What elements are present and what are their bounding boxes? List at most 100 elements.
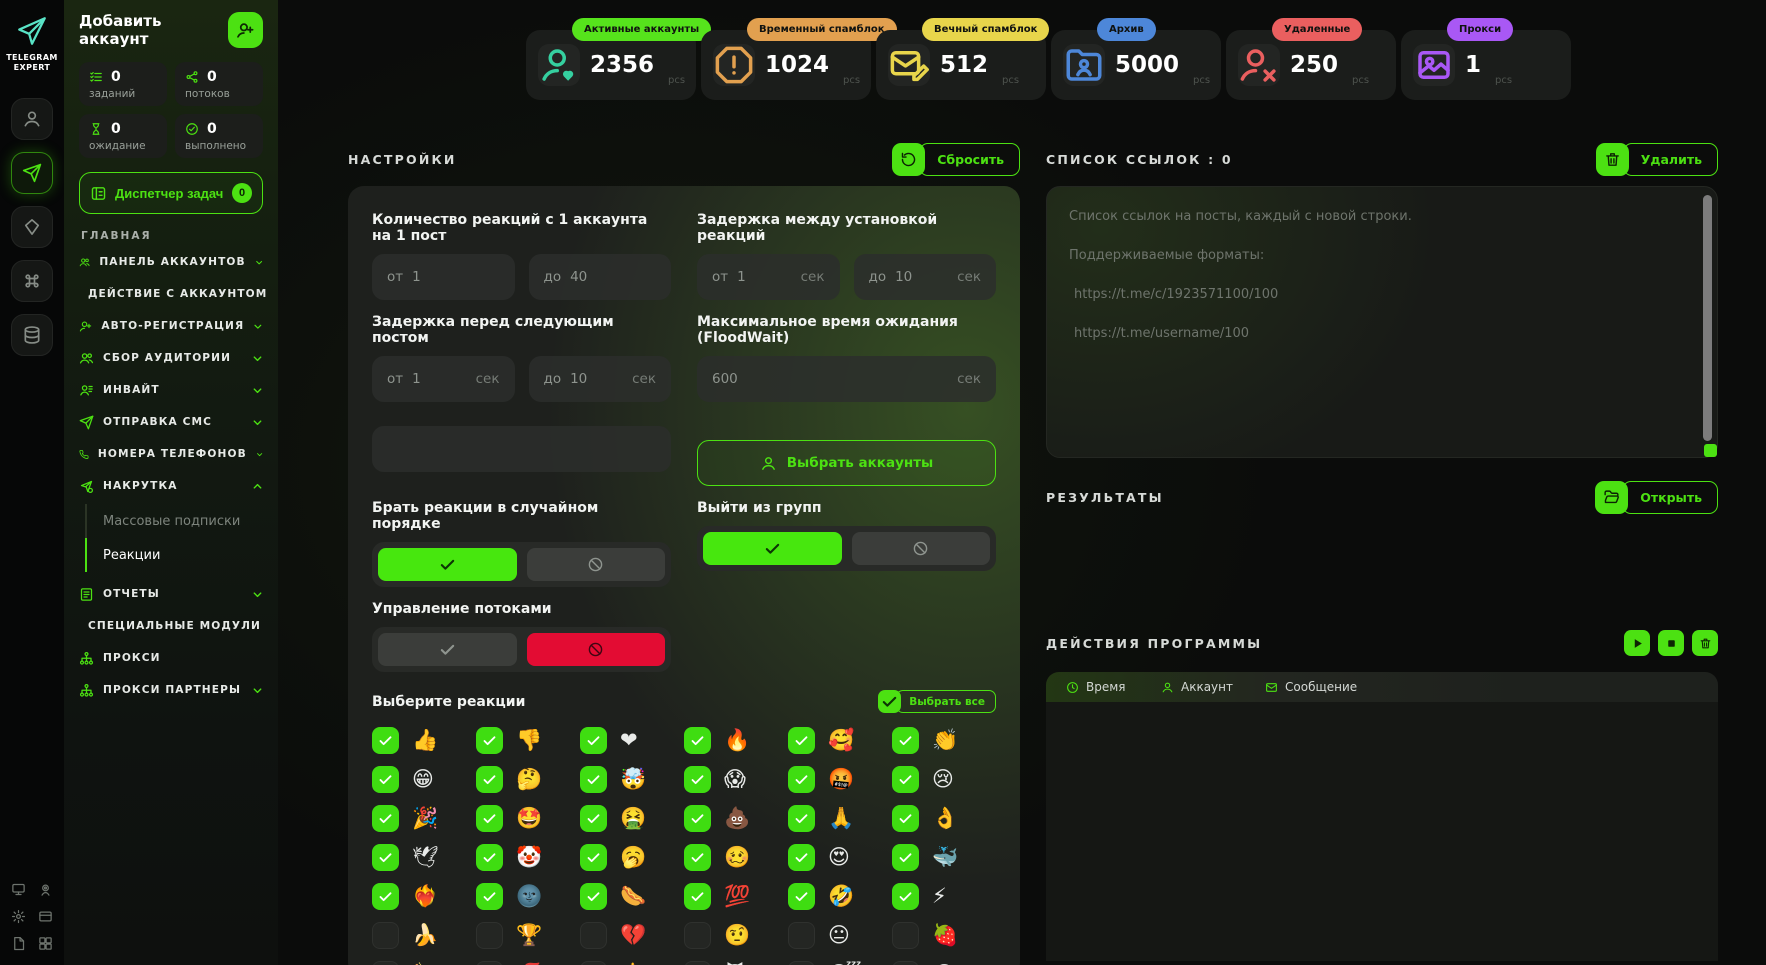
select-accounts-button[interactable]: Выбрать аккаунты [697, 440, 996, 486]
sidebar-subitem-mass-subscriptions[interactable]: Массовые подписки [103, 513, 241, 529]
toggle-yes-button[interactable] [703, 532, 842, 565]
reaction-checkbox[interactable] [788, 844, 815, 871]
reaction-checkbox[interactable] [372, 727, 399, 754]
reaction-checkbox[interactable] [580, 961, 607, 965]
monitor-icon[interactable] [11, 882, 26, 897]
stop-button[interactable] [1658, 630, 1684, 656]
task-manager-button[interactable]: Диспетчер задач 0 [79, 172, 263, 214]
sidebar-item-auto-registration[interactable]: АВТО-РЕГИСТРАЦИЯ [79, 310, 263, 342]
document-icon[interactable] [11, 936, 26, 951]
sidebar-item-special-modules[interactable]: СПЕЦИАЛЬНЫЕ МОДУЛИ [79, 610, 263, 642]
reaction-checkbox[interactable] [684, 961, 711, 965]
start-button[interactable] [1624, 630, 1650, 656]
reaction-checkbox[interactable] [372, 805, 399, 832]
reaction-checkbox[interactable] [476, 805, 503, 832]
toggle-yes-button[interactable] [378, 548, 517, 581]
gear-icon[interactable] [11, 909, 26, 924]
reaction-checkbox[interactable] [788, 961, 815, 965]
reaction-checkbox[interactable] [892, 922, 919, 949]
reaction-checkbox[interactable] [372, 922, 399, 949]
reaction-checkbox[interactable] [580, 805, 607, 832]
reaction-checkbox[interactable] [788, 883, 815, 910]
reaction-checkbox[interactable] [580, 727, 607, 754]
field-input[interactable]: от 1 [372, 254, 515, 300]
reaction-checkbox[interactable] [892, 727, 919, 754]
toggle-no-button[interactable] [851, 532, 990, 565]
reaction-checkbox[interactable] [372, 961, 399, 965]
sidebar-item-phone-numbers[interactable]: НОМЕРА ТЕЛЕФОНОВ [79, 438, 263, 470]
reaction-emoji: 🎉 [412, 806, 439, 830]
toggle-no-button[interactable] [526, 548, 665, 581]
field-input[interactable]: до 40 [528, 254, 671, 300]
rail-button-user[interactable] [11, 97, 53, 140]
reaction-checkbox[interactable] [788, 727, 815, 754]
sidebar-item-proxy-partners[interactable]: ПРОКСИ ПАРТНЕРЫ [79, 674, 263, 706]
field-input[interactable]: 600 сек [697, 356, 996, 402]
reaction-checkbox[interactable] [476, 766, 503, 793]
links-textarea[interactable]: Список ссылок на посты, каждый с новой с… [1046, 186, 1718, 458]
reaction-checkbox[interactable] [580, 883, 607, 910]
sidebar-item-sms-sending[interactable]: ОТПРАВКА СМС [79, 406, 263, 438]
reaction-checkbox[interactable] [892, 805, 919, 832]
stat-card-proxy: Прокси 1 pcs [1401, 18, 1571, 100]
reaction-checkbox[interactable] [788, 805, 815, 832]
reaction-checkbox[interactable] [684, 844, 711, 871]
field-input[interactable]: до 10 сек [853, 254, 996, 300]
sidebar-item-boost[interactable]: НАКРУТКА [79, 470, 263, 502]
clear-button[interactable] [1692, 630, 1718, 656]
delete-links-button[interactable]: Удалить [1595, 142, 1718, 176]
sidebar-subitem-reactions[interactable]: Реакции [85, 538, 263, 572]
open-results-button[interactable]: Открыть [1595, 480, 1718, 514]
reaction-checkbox[interactable] [892, 961, 919, 965]
textarea-scrollbar[interactable] [1703, 195, 1712, 441]
rail-button-database[interactable] [11, 313, 53, 356]
layout-icon[interactable] [38, 936, 53, 951]
select-all-button[interactable]: Выбрать все [878, 690, 996, 713]
reaction-checkbox[interactable] [684, 727, 711, 754]
reaction-item: 😁 [372, 766, 476, 793]
rail-button-send[interactable] [11, 151, 53, 194]
webcam-icon[interactable] [38, 882, 53, 897]
reaction-checkbox[interactable] [476, 883, 503, 910]
accounts-count-input[interactable] [372, 426, 671, 472]
reaction-checkbox[interactable] [684, 805, 711, 832]
toggle-yes-button[interactable] [378, 633, 517, 666]
rail-button-diamond[interactable] [11, 205, 53, 248]
sidebar-item-reports[interactable]: ОТЧЕТЫ [79, 578, 263, 610]
reaction-checkbox[interactable] [476, 922, 503, 949]
reaction-checkbox[interactable] [580, 922, 607, 949]
textarea-resize-handle[interactable] [1704, 444, 1717, 457]
add-account-button[interactable] [228, 12, 263, 48]
reaction-checkbox[interactable] [684, 922, 711, 949]
reaction-checkbox[interactable] [892, 766, 919, 793]
sidebar-item-audience-collection[interactable]: СБОР АУДИТОРИИ [79, 342, 263, 374]
reaction-checkbox[interactable] [372, 883, 399, 910]
reaction-checkbox[interactable] [684, 766, 711, 793]
toggle-no-button[interactable] [526, 633, 665, 666]
rail-button-command[interactable] [11, 259, 53, 302]
reaction-checkbox[interactable] [788, 922, 815, 949]
reaction-checkbox[interactable] [372, 844, 399, 871]
reset-button[interactable]: Сбросить [892, 142, 1020, 176]
reaction-checkbox[interactable] [580, 844, 607, 871]
reaction-checkbox[interactable] [788, 766, 815, 793]
reaction-checkbox[interactable] [476, 961, 503, 965]
reaction-checkbox[interactable] [580, 766, 607, 793]
reaction-emoji: 🤬 [828, 767, 855, 791]
reaction-checkbox[interactable] [684, 883, 711, 910]
sidebar-item-accounts-panel[interactable]: ПАНЕЛЬ АККАУНТОВ [79, 246, 263, 278]
sidebar-item-invite[interactable]: ИНВАЙТ [79, 374, 263, 406]
sidebar-item-proxy[interactable]: ПРОКСИ [79, 642, 263, 674]
field-input[interactable]: от 1 сек [697, 254, 840, 300]
field-input[interactable]: до 10 сек [528, 356, 671, 402]
sidebar-item-account-actions[interactable]: ДЕЙСТВИЕ С АККАУНТОМ [79, 278, 266, 310]
reaction-checkbox[interactable] [476, 844, 503, 871]
reaction-checkbox[interactable] [892, 883, 919, 910]
field-input[interactable]: от 1 сек [372, 356, 515, 402]
reaction-emoji: 💔 [620, 923, 647, 947]
reaction-checkbox[interactable] [372, 766, 399, 793]
reaction-checkbox[interactable] [476, 727, 503, 754]
card-icon[interactable] [38, 909, 53, 924]
app-logo: TELEGRAM EXPERT [6, 14, 58, 74]
reaction-checkbox[interactable] [892, 844, 919, 871]
